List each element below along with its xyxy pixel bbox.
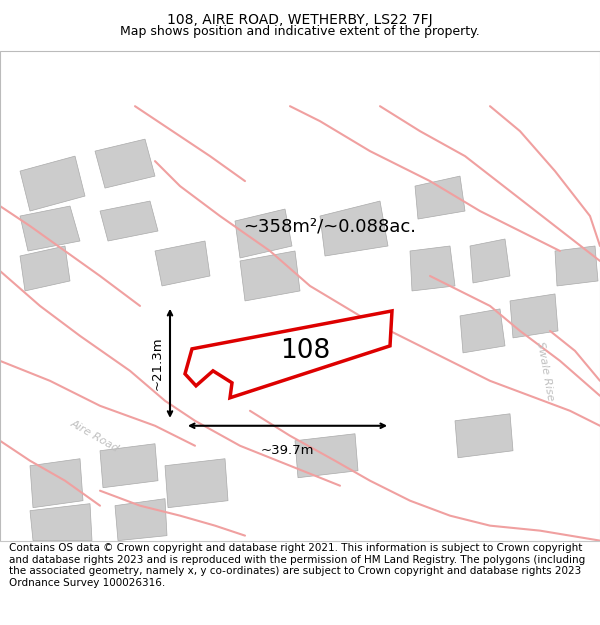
Polygon shape xyxy=(30,459,83,508)
Polygon shape xyxy=(95,139,155,188)
Text: Swale Rise: Swale Rise xyxy=(535,341,555,401)
Polygon shape xyxy=(115,499,167,541)
Text: ~358m²/~0.088ac.: ~358m²/~0.088ac. xyxy=(244,217,416,235)
Polygon shape xyxy=(240,251,300,301)
Polygon shape xyxy=(460,309,505,353)
Text: Aire Road: Aire Road xyxy=(69,418,121,454)
Polygon shape xyxy=(320,201,388,256)
Polygon shape xyxy=(470,239,510,283)
Polygon shape xyxy=(295,434,358,478)
Polygon shape xyxy=(455,414,513,458)
Polygon shape xyxy=(165,459,228,508)
Text: 108: 108 xyxy=(280,338,330,364)
Text: Map shows position and indicative extent of the property.: Map shows position and indicative extent… xyxy=(120,26,480,39)
Text: Contains OS data © Crown copyright and database right 2021. This information is : Contains OS data © Crown copyright and d… xyxy=(9,543,585,588)
Polygon shape xyxy=(235,209,292,258)
Polygon shape xyxy=(185,311,392,398)
Polygon shape xyxy=(155,241,210,286)
Polygon shape xyxy=(20,246,70,291)
Text: 108, AIRE ROAD, WETHERBY, LS22 7FJ: 108, AIRE ROAD, WETHERBY, LS22 7FJ xyxy=(167,12,433,27)
Polygon shape xyxy=(30,504,92,541)
Polygon shape xyxy=(100,444,158,488)
Polygon shape xyxy=(510,294,558,338)
Text: ~39.7m: ~39.7m xyxy=(261,444,314,457)
Polygon shape xyxy=(555,246,598,286)
Polygon shape xyxy=(415,176,465,219)
Polygon shape xyxy=(20,206,80,251)
Text: ~21.3m: ~21.3m xyxy=(151,336,164,390)
Polygon shape xyxy=(100,201,158,241)
Polygon shape xyxy=(20,156,85,211)
Polygon shape xyxy=(410,246,455,291)
